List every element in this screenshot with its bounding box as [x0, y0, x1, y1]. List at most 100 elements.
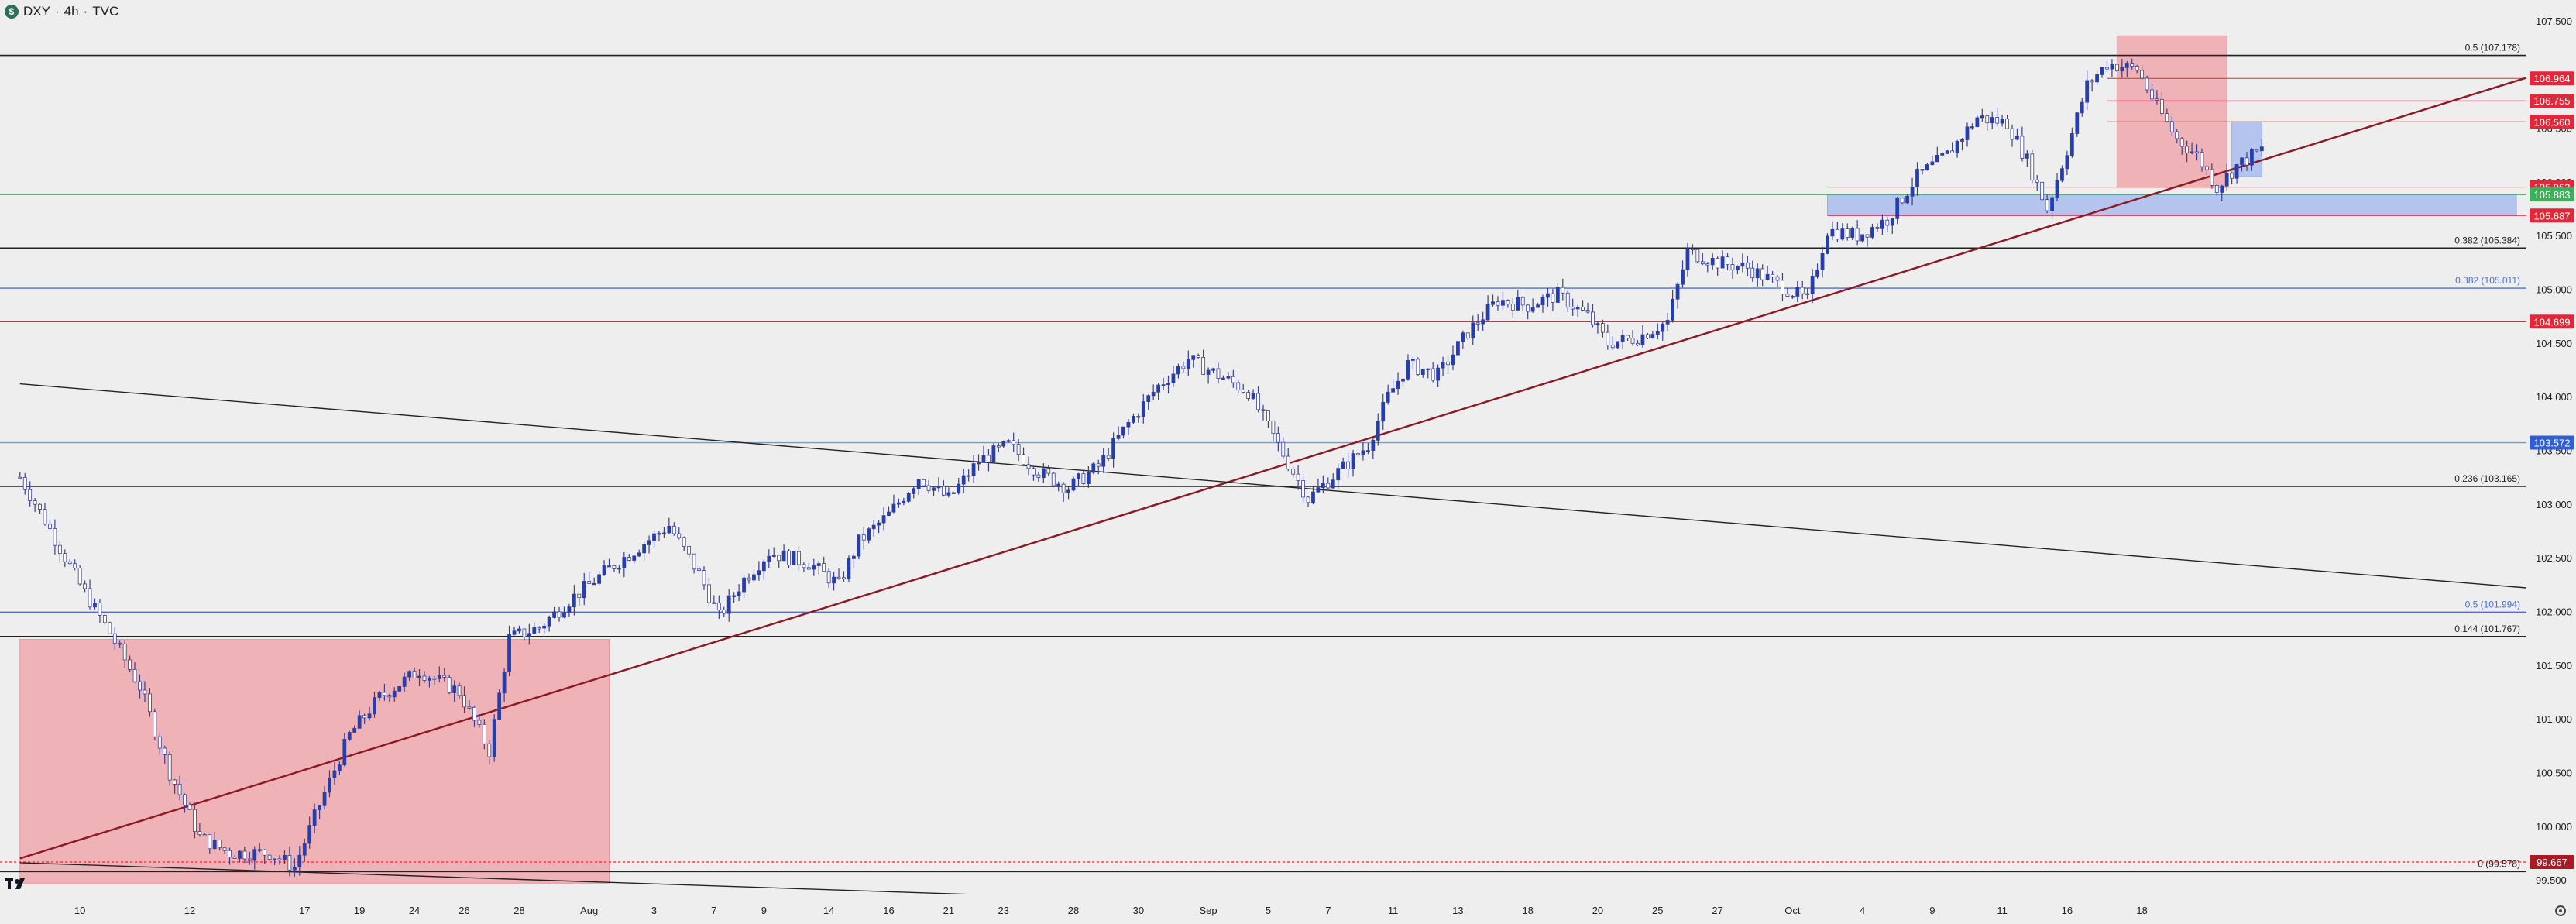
candle-body[interactable] [647, 540, 651, 545]
candle-body[interactable] [1675, 283, 1680, 300]
candle-body[interactable] [257, 849, 262, 851]
candle-body[interactable] [2179, 138, 2184, 147]
candle-body[interactable] [1925, 164, 1929, 170]
candle-body[interactable] [932, 487, 936, 491]
candle-body[interactable] [1381, 401, 1386, 422]
candle-body[interactable] [457, 685, 462, 696]
october-red-zone[interactable] [2116, 35, 2227, 188]
candle-body[interactable] [2050, 197, 2054, 211]
candle-body[interactable] [502, 672, 507, 694]
candle-body[interactable] [2010, 128, 2014, 140]
candle-body[interactable] [1695, 249, 1700, 263]
candle-body[interactable] [1510, 303, 1515, 311]
candle-body[interactable] [1775, 276, 1780, 281]
candle-body[interactable] [722, 609, 726, 614]
candle-body[interactable] [118, 643, 122, 645]
candle-body[interactable] [906, 493, 911, 502]
candle-body[interactable] [1826, 235, 1829, 254]
candle-body[interactable] [1571, 307, 1575, 310]
candle-body[interactable] [1420, 369, 1425, 375]
candle-body[interactable] [1705, 263, 1710, 266]
candle-body[interactable] [1471, 322, 1475, 339]
candle-body[interactable] [2040, 181, 2045, 201]
candle-body[interactable] [1595, 323, 1600, 325]
candle-body[interactable] [1890, 218, 1894, 226]
candle-body[interactable] [1575, 307, 1580, 310]
candle-body[interactable] [537, 627, 541, 630]
candle-body[interactable] [951, 492, 956, 494]
candle-body[interactable] [557, 611, 562, 618]
candle-body[interactable] [387, 695, 392, 698]
candle-body[interactable] [132, 669, 137, 682]
candle-body[interactable] [682, 537, 686, 547]
candle-body[interactable] [1716, 258, 1720, 269]
candle-body[interactable] [108, 622, 112, 634]
candle-body[interactable] [826, 571, 831, 584]
candle-body[interactable] [851, 555, 856, 559]
candle-body[interactable] [382, 692, 386, 696]
candle-body[interactable] [1645, 334, 1650, 339]
candle-body[interactable] [1581, 307, 1585, 311]
candle-body[interactable] [1765, 273, 1770, 280]
candle-body[interactable] [1176, 366, 1180, 375]
candle-body[interactable] [1551, 293, 1555, 303]
candle-body[interactable] [1681, 269, 1685, 285]
candle-body[interactable] [1376, 421, 1380, 441]
candle-body[interactable] [1930, 161, 1935, 165]
candle-body[interactable] [2030, 153, 2035, 180]
candle-body[interactable] [2195, 151, 2199, 153]
candle-body[interactable] [1700, 261, 1705, 265]
candle-body[interactable] [1081, 473, 1086, 484]
candle-body[interactable] [1755, 268, 1760, 279]
candle-body[interactable] [597, 574, 601, 584]
candle-body[interactable] [292, 867, 297, 871]
candle-body[interactable] [781, 550, 786, 562]
candle-body[interactable] [547, 617, 551, 627]
candle-body[interactable] [28, 489, 33, 501]
candle-body[interactable] [1161, 384, 1166, 386]
candle-body[interactable] [726, 595, 731, 614]
candle-body[interactable] [2169, 121, 2174, 132]
candle-body[interactable] [1805, 293, 1810, 296]
price-tag[interactable] [2530, 71, 2574, 86]
candle-body[interactable] [1351, 453, 1355, 469]
candle-body[interactable] [67, 561, 72, 565]
candle-body[interactable] [1785, 294, 1790, 297]
candle-body[interactable] [148, 693, 152, 713]
candle-body[interactable] [1585, 310, 1590, 313]
candle-body[interactable] [1216, 368, 1221, 379]
candle-body[interactable] [1436, 367, 1441, 381]
candle-body[interactable] [2240, 157, 2244, 165]
candle-body[interactable] [996, 445, 1001, 448]
candle-body[interactable] [1606, 331, 1610, 345]
candle-body[interactable] [1356, 453, 1360, 455]
candle-body[interactable] [2124, 63, 2129, 68]
candle-body[interactable] [657, 533, 661, 535]
candle-body[interactable] [392, 690, 397, 698]
candle-body[interactable] [377, 692, 382, 699]
candle-body[interactable] [1520, 297, 1525, 306]
candle-body[interactable] [1391, 388, 1396, 393]
candle-body[interactable] [38, 503, 42, 510]
candle-body[interactable] [1026, 464, 1031, 469]
candle-body[interactable] [1555, 287, 1560, 303]
candle-body[interactable] [2085, 80, 2090, 103]
price-tag[interactable] [2530, 94, 2574, 108]
candle-body[interactable] [1236, 382, 1241, 390]
candle-body[interactable] [1850, 228, 1855, 238]
candle-body[interactable] [512, 630, 517, 635]
candle-body[interactable] [1965, 126, 1970, 140]
candle-body[interactable] [1600, 323, 1605, 333]
candle-body[interactable] [697, 568, 701, 572]
candle-body[interactable] [1875, 227, 1880, 229]
candle-body[interactable] [592, 582, 596, 586]
candle-body[interactable] [1181, 366, 1186, 369]
candle-body[interactable] [447, 677, 452, 693]
candle-body[interactable] [373, 697, 376, 715]
candle-body[interactable] [1141, 401, 1145, 417]
candle-body[interactable] [238, 850, 242, 859]
candle-body[interactable] [2080, 101, 2084, 114]
candle-body[interactable] [702, 570, 706, 586]
candle-body[interactable] [1001, 441, 1006, 447]
